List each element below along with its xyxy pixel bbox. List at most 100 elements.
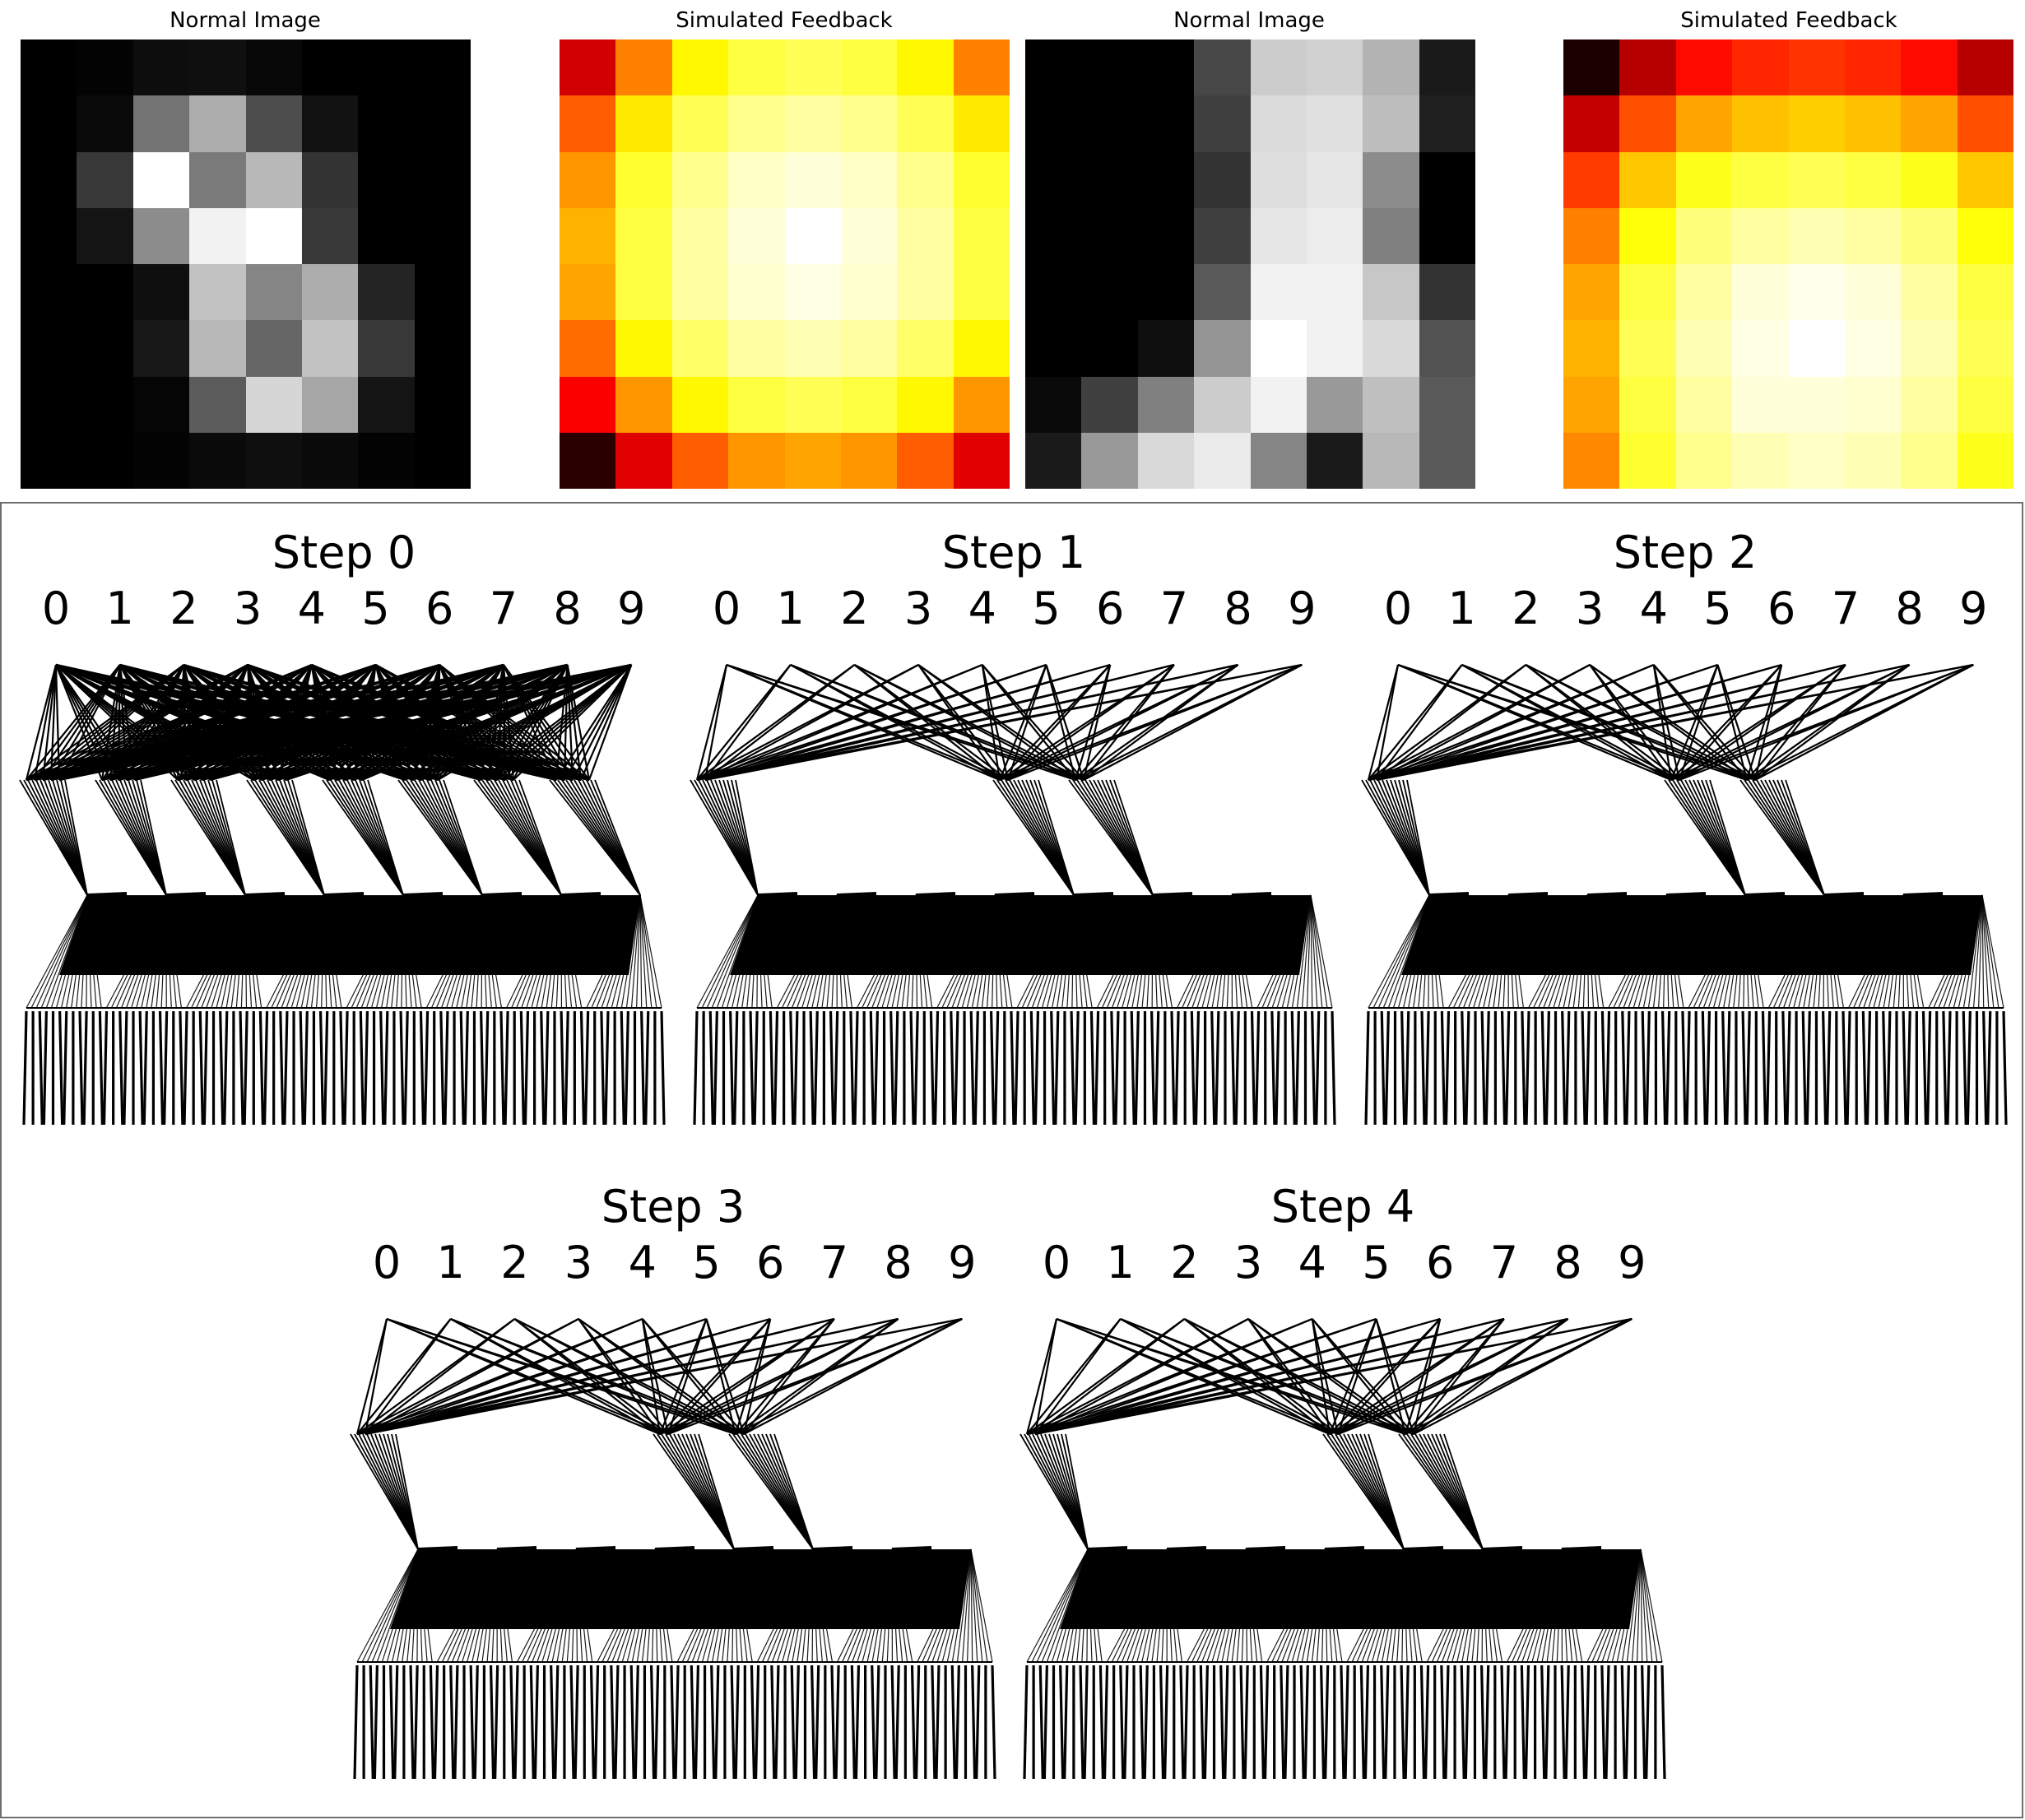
output-digit-label: 4	[968, 583, 996, 634]
heatmap-cell	[1901, 376, 1958, 433]
heatmap-cell	[1563, 95, 1620, 152]
heatmap-cell	[189, 39, 246, 96]
output-digit-label: 5	[1703, 583, 1732, 634]
heatmap-cell	[784, 264, 841, 321]
heatmap-cell	[1306, 95, 1363, 152]
heatmap-cell	[1844, 151, 1902, 208]
heatmap-cell	[840, 207, 898, 264]
heatmap-cell	[615, 320, 672, 377]
heatmap-cell	[1957, 95, 2013, 152]
heatmap-cell	[1901, 95, 1958, 152]
heatmap-cell	[671, 39, 729, 96]
heatmap-cell	[132, 264, 190, 321]
heatmap-cell	[1250, 264, 1307, 321]
heatmap-cell	[560, 432, 616, 489]
heatmap-cell	[615, 39, 672, 96]
output-digit-label: 3	[1233, 1237, 1263, 1288]
heatmap-cell	[953, 39, 1010, 96]
heatmap-cell	[1619, 264, 1676, 321]
output-digit-label: 9	[617, 583, 646, 634]
heatmap-cell	[245, 95, 302, 152]
heatmap-cell	[301, 320, 359, 377]
heatmap-cell	[1419, 432, 1475, 489]
heatmap-cell	[189, 376, 246, 433]
heatmap-cell	[414, 264, 471, 321]
heatmap-cell	[414, 151, 471, 208]
output-digit-label: 6	[1096, 583, 1125, 634]
heatmap-cell	[1419, 376, 1475, 433]
heatmap-cell	[728, 207, 785, 264]
panel-title: Simulated Feedback	[676, 8, 893, 33]
heatmap-cell	[1675, 432, 1733, 489]
heatmap-cell	[671, 95, 729, 152]
heatmap-cell	[1250, 432, 1307, 489]
heatmap-cell	[21, 39, 77, 96]
output-digit-label: 2	[170, 583, 198, 634]
heatmap-cell	[671, 264, 729, 321]
heatmap-cell	[1250, 207, 1307, 264]
heatmap-cell	[1844, 39, 1902, 96]
output-digit-label: 4	[628, 1237, 657, 1288]
heatmap-cell	[1563, 39, 1620, 96]
network-diagram	[1361, 663, 2008, 1126]
heatmap-cell	[840, 39, 898, 96]
heatmap-cell	[132, 320, 190, 377]
output-digit-label: 2	[1170, 1237, 1199, 1288]
heatmap-cell	[1137, 207, 1195, 264]
heatmap-cell	[1025, 432, 1082, 489]
heatmap-cell	[1081, 95, 1138, 152]
output-digit-label: 0	[41, 583, 71, 634]
panel-title: Normal Image	[1173, 8, 1325, 33]
heatmap-cell	[784, 207, 841, 264]
heatmap-cell	[132, 376, 190, 433]
heatmap-cell	[1788, 39, 1845, 96]
heatmap-cell	[671, 320, 729, 377]
heatmap-cell	[1563, 207, 1620, 264]
output-digit-label: 8	[884, 1237, 913, 1288]
heatmap-cell	[245, 432, 302, 489]
heatmap-cell	[1957, 207, 2013, 264]
heatmap-cell	[1250, 376, 1307, 433]
heatmap-cell	[301, 151, 359, 208]
heatmap-cell	[77, 432, 133, 489]
heatmap-cell	[1419, 320, 1475, 377]
heatmap-cell	[840, 320, 898, 377]
heatmap-cell	[1844, 207, 1902, 264]
heatmap-cell	[1419, 151, 1475, 208]
heatmap-cell	[77, 151, 133, 208]
heatmap-cell	[1732, 432, 1789, 489]
output-digit-label: 5	[1362, 1237, 1391, 1288]
heatmap-cell	[1732, 95, 1789, 152]
heatmap-cell	[189, 432, 246, 489]
heatmap-cell	[728, 39, 785, 96]
step-title: Step 0	[272, 527, 416, 578]
heatmap-cell	[1675, 39, 1733, 96]
heatmap-cell	[1025, 264, 1082, 321]
heatmap-cell	[1363, 95, 1419, 152]
output-digit-label: 1	[1106, 1237, 1135, 1288]
step-title: Step 2	[1613, 527, 1758, 578]
output-digit-label: 2	[840, 583, 869, 634]
heatmap-cell	[560, 376, 616, 433]
heatmap-cell	[784, 376, 841, 433]
heatmap-cell	[560, 320, 616, 377]
heatmap-cell	[1675, 376, 1733, 433]
heatmap-cell	[1619, 432, 1676, 489]
heatmap-cell	[301, 95, 359, 152]
heatmap-cell	[784, 432, 841, 489]
heatmap-cell	[1788, 95, 1845, 152]
heatmap-cell	[301, 432, 359, 489]
heatmap-cell	[1306, 320, 1363, 377]
heatmap-cell	[245, 151, 302, 208]
network-steps-frame	[0, 502, 2023, 1818]
heatmap-cell	[1619, 376, 1676, 433]
heatmap-cell	[21, 95, 77, 152]
heatmap-cell	[358, 207, 415, 264]
heatmap-cell	[728, 95, 785, 152]
heatmap-cell	[21, 432, 77, 489]
heatmap-cell	[1363, 432, 1419, 489]
heatmap-cell	[21, 376, 77, 433]
heatmap-cell	[1025, 376, 1082, 433]
heatmap-cell	[1363, 207, 1419, 264]
